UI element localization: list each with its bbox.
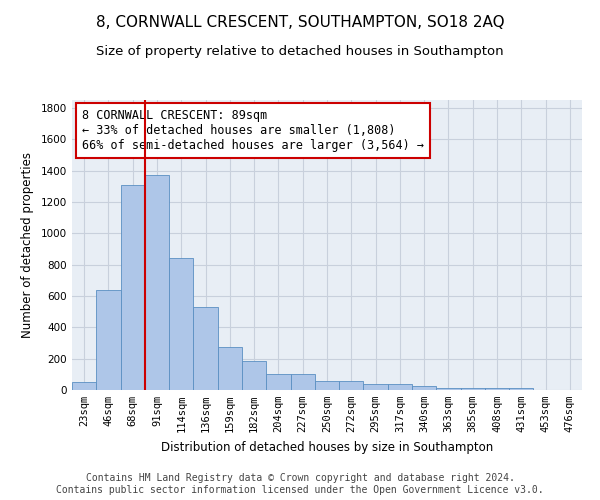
Bar — [436, 388, 461, 390]
Text: 8 CORNWALL CRESCENT: 89sqm
← 33% of detached houses are smaller (1,808)
66% of s: 8 CORNWALL CRESCENT: 89sqm ← 33% of deta… — [82, 108, 424, 152]
Bar — [145, 175, 169, 390]
Bar — [364, 384, 388, 390]
Bar — [315, 380, 339, 390]
Bar — [388, 384, 412, 390]
Bar — [339, 380, 364, 390]
Bar — [193, 307, 218, 390]
Text: Contains HM Land Registry data © Crown copyright and database right 2024.
Contai: Contains HM Land Registry data © Crown c… — [56, 474, 544, 495]
Bar — [242, 361, 266, 390]
Text: 8, CORNWALL CRESCENT, SOUTHAMPTON, SO18 2AQ: 8, CORNWALL CRESCENT, SOUTHAMPTON, SO18 … — [95, 15, 505, 30]
Bar — [412, 386, 436, 390]
Y-axis label: Number of detached properties: Number of detached properties — [21, 152, 34, 338]
Bar — [485, 388, 509, 390]
Bar — [509, 388, 533, 390]
Bar — [72, 382, 96, 390]
Bar — [290, 374, 315, 390]
X-axis label: Distribution of detached houses by size in Southampton: Distribution of detached houses by size … — [161, 440, 493, 454]
Bar — [218, 347, 242, 390]
Bar — [461, 388, 485, 390]
Bar — [96, 290, 121, 390]
Bar — [266, 374, 290, 390]
Bar — [121, 186, 145, 390]
Bar — [169, 258, 193, 390]
Text: Size of property relative to detached houses in Southampton: Size of property relative to detached ho… — [96, 45, 504, 58]
